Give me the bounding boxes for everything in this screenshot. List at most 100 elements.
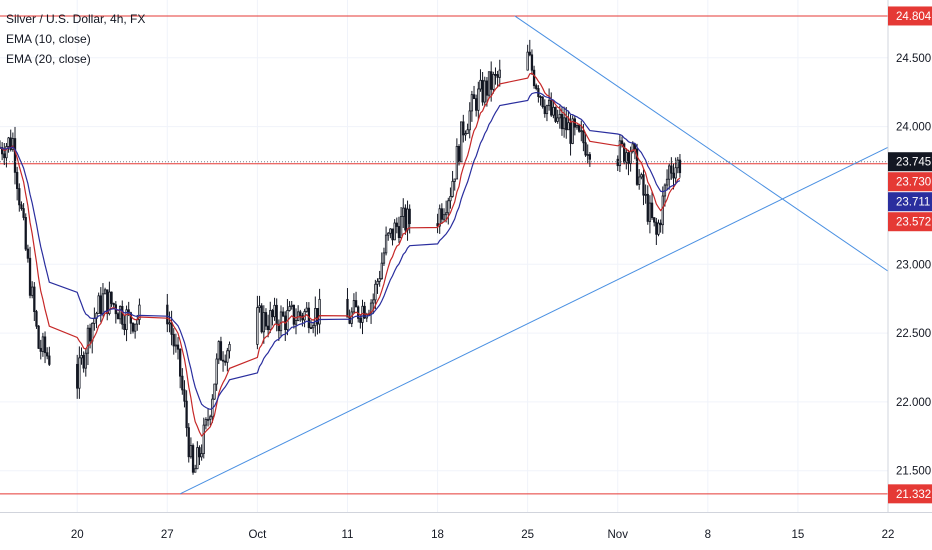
candle-body bbox=[166, 304, 169, 325]
candle-body bbox=[359, 318, 362, 323]
candle-body bbox=[627, 152, 630, 164]
trend-line[interactable] bbox=[179, 146, 889, 495]
candle-body bbox=[569, 122, 572, 144]
candle-body bbox=[296, 311, 300, 321]
candle-body bbox=[460, 121, 463, 163]
candle-body bbox=[273, 304, 276, 318]
candle-body bbox=[642, 174, 645, 196]
candle-body bbox=[468, 110, 471, 131]
price-badge bbox=[888, 192, 932, 212]
candle-body bbox=[477, 88, 480, 111]
candle-body bbox=[187, 427, 190, 458]
candle-body bbox=[674, 167, 677, 179]
candle-body bbox=[567, 122, 570, 131]
y-tick-label: 24.000 bbox=[896, 122, 931, 134]
candle-body bbox=[620, 140, 624, 145]
legend-ema-20[interactable]: EMA (20, close) bbox=[6, 52, 91, 66]
candle-body bbox=[440, 208, 444, 220]
candle-body bbox=[110, 291, 113, 304]
candle-body bbox=[541, 96, 544, 107]
candle-body bbox=[571, 118, 574, 144]
candle-body bbox=[305, 307, 308, 312]
candle-body bbox=[99, 295, 102, 315]
candle-body bbox=[444, 212, 448, 216]
candle-body bbox=[665, 178, 669, 186]
candles bbox=[0, 39, 682, 475]
candle-body bbox=[97, 295, 100, 314]
candle-body bbox=[530, 54, 534, 71]
candle-body bbox=[224, 360, 227, 363]
candle-body bbox=[78, 357, 81, 389]
candle-body bbox=[657, 222, 660, 235]
candle-body bbox=[678, 159, 682, 174]
candle-body bbox=[181, 375, 184, 391]
ema-10-line[interactable] bbox=[0, 72, 681, 437]
candle-body bbox=[26, 248, 30, 259]
candle-body bbox=[194, 468, 197, 473]
candle-body bbox=[479, 79, 482, 90]
candle-body bbox=[202, 424, 205, 454]
price-badge-label: 23.572 bbox=[896, 217, 931, 229]
candle-body bbox=[453, 178, 456, 182]
candle-body bbox=[275, 304, 278, 325]
candle-body bbox=[490, 71, 493, 90]
candle-body bbox=[374, 283, 377, 301]
candle-body bbox=[262, 312, 265, 333]
candle-body bbox=[661, 195, 664, 226]
candle-body bbox=[644, 193, 647, 196]
candle-body bbox=[350, 311, 353, 324]
y-tick-label: 22.000 bbox=[896, 397, 931, 409]
candle-body bbox=[402, 207, 405, 217]
candle-body bbox=[93, 317, 96, 324]
candle-body bbox=[653, 217, 656, 223]
candle-body bbox=[123, 323, 126, 331]
candle-body bbox=[13, 138, 17, 173]
candle-body bbox=[221, 359, 225, 362]
candle-body bbox=[170, 322, 173, 335]
candle-body bbox=[676, 159, 679, 169]
candle-body bbox=[389, 228, 392, 234]
candle-body bbox=[475, 98, 478, 111]
candle-body bbox=[88, 327, 92, 342]
candle-body bbox=[37, 325, 40, 349]
candle-body bbox=[200, 453, 203, 458]
candle-body bbox=[496, 74, 499, 78]
candle-body bbox=[395, 222, 398, 227]
candle-body bbox=[196, 447, 199, 470]
candle-body bbox=[640, 174, 643, 178]
candle-body bbox=[560, 114, 564, 130]
candle-body bbox=[138, 304, 141, 321]
candle-body bbox=[638, 176, 641, 185]
legend-ema-10[interactable]: EMA (10, close) bbox=[6, 32, 91, 46]
candle-body bbox=[556, 117, 559, 122]
price-axis[interactable] bbox=[888, 0, 932, 550]
candle-body bbox=[648, 202, 652, 222]
candle-body bbox=[655, 221, 658, 235]
candle-body bbox=[290, 304, 293, 307]
candle-body bbox=[279, 311, 283, 332]
candle-body bbox=[449, 196, 452, 202]
candle-body bbox=[562, 117, 566, 130]
time-axis[interactable] bbox=[0, 513, 932, 550]
candle-body bbox=[625, 152, 628, 163]
ema-20-line[interactable] bbox=[0, 91, 681, 411]
price-badge bbox=[888, 212, 932, 232]
candle-body bbox=[532, 69, 536, 87]
candle-body bbox=[309, 327, 313, 329]
trend-line[interactable] bbox=[514, 15, 889, 272]
candle-body bbox=[299, 311, 302, 317]
price-badge bbox=[888, 152, 932, 172]
candle-body bbox=[219, 341, 223, 361]
candle-body bbox=[226, 350, 229, 363]
candle-body bbox=[168, 322, 171, 325]
candle-body bbox=[543, 106, 546, 115]
legend-symbol[interactable]: Silver / U.S. Dollar, 4h, FX bbox=[6, 12, 146, 26]
candle-body bbox=[470, 94, 474, 112]
candle-body bbox=[372, 299, 375, 304]
candle-body bbox=[11, 138, 15, 150]
candle-body bbox=[176, 344, 180, 350]
candle-body bbox=[269, 310, 272, 331]
candle-body bbox=[129, 312, 132, 324]
